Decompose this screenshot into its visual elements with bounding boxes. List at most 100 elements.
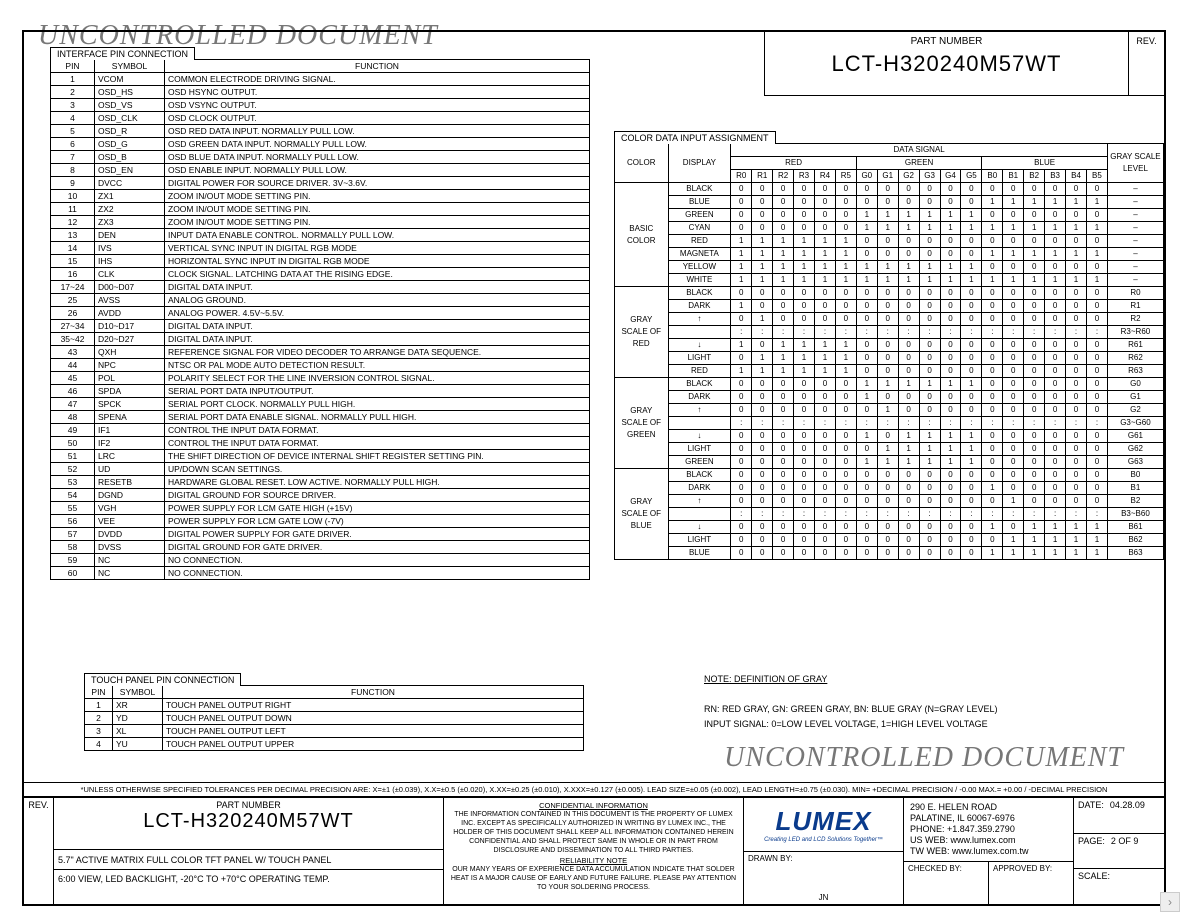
touch-panel-title: TOUCH PANEL PIN CONNECTION: [84, 673, 241, 686]
next-page-button[interactable]: ›: [1160, 892, 1180, 912]
table-row: GRAY SCALE OF BLUEBLACK00000000000000000…: [615, 469, 1164, 482]
table-row: MAGNETA111111000000111111–: [615, 248, 1164, 261]
color-data-table: COLOR DISPLAY DATA SIGNAL GRAY SCALE LEV…: [614, 143, 1164, 560]
checked-by-label: CHECKED BY:: [908, 864, 962, 873]
table-row: 57DVDDDIGITAL POWER SUPPLY FOR GATE DRIV…: [51, 528, 590, 541]
page-value: 2 OF 9: [1111, 836, 1139, 867]
touch-hdr-function: FUNCTION: [163, 686, 584, 699]
table-row: ↑000000010000000000G2: [615, 404, 1164, 417]
table-row: RED111111000000000000R63: [615, 365, 1164, 378]
note-1: NOTE: DEFINITION OF GRAY: [704, 672, 998, 687]
table-row: ::::::::::::::::::R3~R60: [615, 326, 1164, 339]
table-row: 15IHSHORIZONTAL SYNC INPUT IN DIGITAL RG…: [51, 255, 590, 268]
approved-by-cell: APPROVED BY:: [989, 862, 1073, 904]
part-number-top-box: PART NUMBER LCT-H320240M57WT REV.: [764, 32, 1164, 96]
table-row: LIGHT000000000000011111B62: [615, 534, 1164, 547]
tb-desc-2: 6:00 VIEW, LED BACKLIGHT, -20°C TO +70°C…: [58, 872, 439, 886]
title-block: REV. PART NUMBER LCT-H320240M57WT 5.7" A…: [24, 796, 1164, 904]
table-row: 48SPENASERIAL PORT DATA ENABLE SIGNAL. N…: [51, 411, 590, 424]
table-row: 47SPCKSERIAL PORT CLOCK. NORMALLY PULL H…: [51, 398, 590, 411]
table-row: 13DENINPUT DATA ENABLE CONTROL. NORMALLY…: [51, 229, 590, 242]
date-label: DATE:: [1078, 800, 1104, 831]
addr-3: PHONE: +1.847.359.2790: [910, 824, 1067, 835]
table-row: 16CLKCLOCK SIGNAL. LATCHING DATA AT THE …: [51, 268, 590, 281]
table-row: 44NPCNTSC OR PAL MODE AUTO DETECTION RES…: [51, 359, 590, 372]
table-row: 12ZX3ZOOM IN/OUT MODE SETTING PIN.: [51, 216, 590, 229]
interface-pin-section: INTERFACE PIN CONNECTION PIN SYMBOL FUNC…: [50, 46, 590, 580]
date-value: 04.28.09: [1110, 800, 1145, 831]
table-row: DARK100000000000000000R1: [615, 300, 1164, 313]
tb-pn-value: LCT-H320240M57WT: [54, 810, 443, 833]
table-row: ::::::::::::::::::G3~G60: [615, 417, 1164, 430]
logo-sub: Creating LED and LCD Solutions Together™: [764, 837, 883, 843]
chdr-color: COLOR: [615, 144, 669, 183]
pn-top-label: PART NUMBER: [765, 36, 1128, 47]
table-row: BASIC COLORBLACK000000000000000000–: [615, 183, 1164, 196]
drawn-by-value: JN: [744, 893, 903, 902]
table-row: 9DVCCDIGITAL POWER FOR SOURCE DRIVER. 3V…: [51, 177, 590, 190]
chevron-right-icon: ›: [1168, 895, 1172, 909]
table-row: 56VEEPOWER SUPPLY FOR LCM GATE LOW (-7V): [51, 515, 590, 528]
addr-1: 290 E. HELEN ROAD: [910, 802, 1067, 813]
color-data-section: COLOR DATA INPUT ASSIGNMENT COLOR DISPLA…: [614, 130, 1164, 560]
addr-5: TW WEB: www.lumex.com.tw: [910, 846, 1067, 857]
table-row: GRAY SCALE OF GREENBLACK0000001111110000…: [615, 378, 1164, 391]
table-row: 53RESETBHARDWARE GLOBAL RESET. LOW ACTIV…: [51, 476, 590, 489]
table-row: ↓000000101111000000G61: [615, 430, 1164, 443]
table-row: 1XRTOUCH PANEL OUTPUT RIGHT: [85, 699, 584, 712]
table-row: BLUE000000000000111111B63: [615, 547, 1164, 560]
conf-body: THE INFORMATION CONTAINED IN THIS DOCUME…: [450, 810, 737, 855]
chdr-red: RED: [731, 157, 857, 170]
table-row: GREEN000000111111000000–: [615, 209, 1164, 222]
table-row: 10ZX1ZOOM IN/OUT MODE SETTING PIN.: [51, 190, 590, 203]
table-row: 49IF1CONTROL THE INPUT DATA FORMAT.: [51, 424, 590, 437]
table-row: DARK000000000000100000B1: [615, 482, 1164, 495]
drawing-frame: PART NUMBER LCT-H320240M57WT REV. INTERF…: [22, 30, 1166, 906]
table-row: ↓101111000000000000R61: [615, 339, 1164, 352]
interface-pin-table: PIN SYMBOL FUNCTION 1VCOMCOMMON ELECTROD…: [50, 59, 590, 580]
addr-4: US WEB: www.lumex.com: [910, 835, 1067, 846]
rel-body: OUR MANY YEARS OF EXPERIENCE DATA ACCUMU…: [450, 865, 737, 892]
color-data-title: COLOR DATA INPUT ASSIGNMENT: [614, 131, 776, 144]
tb-pn-col: PART NUMBER LCT-H320240M57WT 5.7" ACTIVE…: [54, 798, 444, 904]
table-row: RED111111000000000000–: [615, 235, 1164, 248]
table-row: 35~42D20~D27DIGITAL DATA INPUT.: [51, 333, 590, 346]
table-row: BLUE000000000000111111–: [615, 196, 1164, 209]
table-row: WHITE111111111111111111–: [615, 274, 1164, 287]
chdr-blue: BLUE: [982, 157, 1108, 170]
interface-pin-title: INTERFACE PIN CONNECTION: [50, 47, 195, 60]
table-row: GRAY SCALE OF REDBLACK000000000000000000…: [615, 287, 1164, 300]
table-row: 54DGNDDIGITAL GROUND FOR SOURCE DRIVER.: [51, 489, 590, 502]
table-row: ::::::::::::::::::B3~B60: [615, 508, 1164, 521]
touch-panel-table: PIN SYMBOL FUNCTION 1XRTOUCH PANEL OUTPU…: [84, 685, 584, 751]
table-row: 43QXHREFERENCE SIGNAL FOR VIDEO DECODER …: [51, 346, 590, 359]
table-row: 25AVSSANALOG GROUND.: [51, 294, 590, 307]
pn-top-rev: REV.: [1128, 32, 1164, 95]
table-row: 2YDTOUCH PANEL OUTPUT DOWN: [85, 712, 584, 725]
tolerance-note: *UNLESS OTHERWISE SPECIFIED TOLERANCES P…: [24, 782, 1164, 796]
chdr-gray: GRAY SCALE LEVEL: [1107, 144, 1163, 183]
table-row: DARK000000100000000000G1: [615, 391, 1164, 404]
table-row: 55VGHPOWER SUPPLY FOR LCM GATE HIGH (+15…: [51, 502, 590, 515]
table-row: ↑010000000000000000R2: [615, 313, 1164, 326]
watermark-bottom: UNCONTROLLED DOCUMENT: [724, 742, 1124, 774]
drawn-by-cell: DRAWN BY: JN: [744, 852, 903, 904]
drawn-by-label: DRAWN BY:: [748, 854, 793, 863]
table-row: ↑000000000000010000B2: [615, 495, 1164, 508]
table-row: 51LRCTHE SHIFT DIRECTION OF DEVICE INTER…: [51, 450, 590, 463]
hdr-function: FUNCTION: [165, 60, 590, 73]
table-row: LIGHT011111000000000000R62: [615, 352, 1164, 365]
table-row: 17~24D00~D07DIGITAL DATA INPUT.: [51, 281, 590, 294]
table-row: 11ZX2ZOOM IN/OUT MODE SETTING PIN.: [51, 203, 590, 216]
table-row: 5OSD_ROSD RED DATA INPUT. NORMALLY PULL …: [51, 125, 590, 138]
tb-pn-label: PART NUMBER: [54, 800, 443, 810]
table-row: 14IVSVERTICAL SYNC INPUT IN DIGITAL RGB …: [51, 242, 590, 255]
page-label: PAGE:: [1078, 836, 1105, 867]
note-2: RN: RED GRAY, GN: GREEN GRAY, BN: BLUE G…: [704, 702, 998, 717]
scale-label: SCALE:: [1078, 871, 1110, 902]
touch-hdr-symbol: SYMBOL: [113, 686, 163, 699]
table-row: 60NCNO CONNECTION.: [51, 567, 590, 580]
table-row: 58DVSSDIGITAL GROUND FOR GATE DRIVER.: [51, 541, 590, 554]
table-row: 1VCOMCOMMON ELECTRODE DRIVING SIGNAL.: [51, 73, 590, 86]
table-row: ↓000000000000101111B61: [615, 521, 1164, 534]
